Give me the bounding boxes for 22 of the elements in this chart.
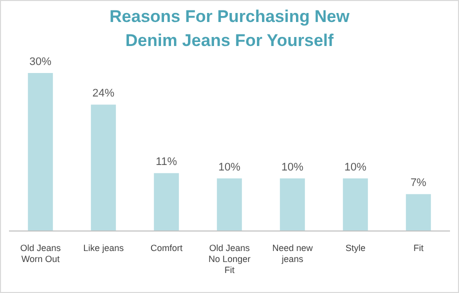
- bar: [90, 104, 116, 231]
- bar: [406, 194, 431, 231]
- bar: [154, 173, 179, 231]
- x-tick-label: Old Jeans Worn Out: [20, 243, 62, 264]
- x-tick-label: Fit: [414, 243, 424, 253]
- data-label: 7%: [410, 177, 427, 190]
- x-tick-label: Comfort: [150, 243, 183, 253]
- data-label: 10%: [218, 161, 241, 174]
- bar: [216, 178, 242, 231]
- bar: [280, 178, 305, 231]
- data-label: 10%: [281, 161, 304, 174]
- data-label: 11%: [156, 156, 178, 168]
- bar: [342, 178, 368, 231]
- data-label: 10%: [344, 161, 367, 174]
- data-label: 24%: [92, 88, 115, 100]
- data-label: 30%: [29, 56, 52, 68]
- x-tick-label: Like jeans: [83, 243, 124, 253]
- x-tick-label: Need new jeans: [272, 243, 314, 264]
- bar: [28, 73, 53, 231]
- x-tick-label: Old Jeans No Longer Fit: [208, 243, 251, 275]
- chart-title: Reasons For Purchasing New Denim Jeans For Yourself: [108, 6, 350, 52]
- x-tick-label: Style: [345, 243, 366, 253]
